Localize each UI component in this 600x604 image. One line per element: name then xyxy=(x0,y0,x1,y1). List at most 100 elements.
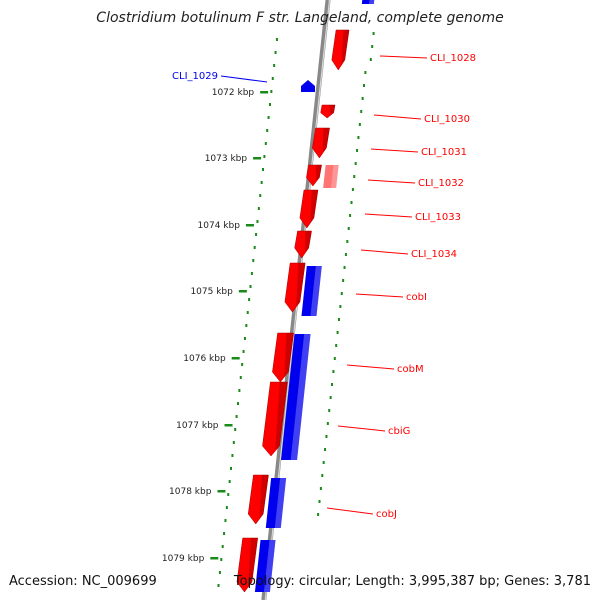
gene-label-text[interactable]: CLI_1031 xyxy=(421,147,467,158)
gene-label-text[interactable]: CLI_1028 xyxy=(430,53,476,64)
gene-label-text[interactable]: cobI xyxy=(406,292,427,303)
gene-cobM-a[interactable] xyxy=(272,332,294,383)
ruler-tick-mark xyxy=(260,91,269,94)
outer-dot xyxy=(328,409,331,412)
gene-label-cobi[interactable]: cobI xyxy=(355,292,427,303)
outer-dot xyxy=(353,175,356,178)
outer-dot xyxy=(337,318,340,321)
ruler-dot xyxy=(217,584,220,587)
ruler-dot xyxy=(274,51,277,54)
outer-dot xyxy=(351,188,354,191)
ruler-tick: 1077 kbp xyxy=(176,421,233,431)
outer-dot xyxy=(346,240,349,243)
ruler-dot xyxy=(245,324,248,327)
outer-dot xyxy=(356,149,359,152)
ruler-dot xyxy=(262,168,265,171)
ruler-tick-label: 1079 kbp xyxy=(162,554,205,564)
ruler-dot xyxy=(223,532,226,535)
ruler: 1072 kbp 1073 kbp 1074 kbp 1075 kbp 1076 kbp… xyxy=(162,88,269,564)
ruler-dot xyxy=(263,155,266,158)
outer-dot xyxy=(319,487,322,490)
gene-label-text[interactable]: CLI_1029 xyxy=(172,71,218,82)
gene-cli-1029[interactable] xyxy=(301,80,315,92)
gene-label-text[interactable]: cobM xyxy=(397,364,424,375)
gene-label-cli-1033[interactable]: CLI_1033 xyxy=(364,212,461,223)
ruler-dot xyxy=(267,116,270,119)
gene-cli-1033[interactable] xyxy=(299,189,319,229)
gene-label-cobm[interactable]: cobM xyxy=(346,364,424,375)
ruler-dot xyxy=(227,493,230,496)
gene-label-text[interactable]: CLI_1030 xyxy=(424,114,470,125)
outer-dot xyxy=(317,513,320,516)
ruler-dot xyxy=(221,545,224,548)
gene-label-text[interactable]: CLI_1032 xyxy=(418,178,464,189)
gene-cli-1032-outer[interactable] xyxy=(323,165,339,188)
ruler-tick-label: 1077 kbp xyxy=(176,421,219,431)
gene-cli-1034[interactable] xyxy=(294,230,312,259)
gene-label-cbig[interactable]: cbiG xyxy=(337,425,410,437)
ruler-dot xyxy=(256,220,259,223)
outer-dot xyxy=(372,32,375,35)
gene-label-text[interactable]: cbiG xyxy=(388,426,410,437)
ruler-dot xyxy=(264,142,267,145)
ruler-tick-label: 1076 kbp xyxy=(183,354,226,364)
outer-dot xyxy=(322,461,325,464)
gene-cli-1030[interactable] xyxy=(320,104,336,119)
gene-next-a[interactable] xyxy=(236,537,258,593)
gene-cbiG[interactable] xyxy=(262,381,288,457)
ruler-dot xyxy=(231,454,234,457)
ruler-tick-mark xyxy=(217,490,226,493)
gene-cobI-pair[interactable] xyxy=(301,266,322,316)
gene-cli-1028[interactable] xyxy=(331,29,350,71)
ruler-tick: 1074 kbp xyxy=(198,221,254,231)
outer-dot xyxy=(350,201,353,204)
ruler-dot xyxy=(248,298,251,301)
ruler-dot xyxy=(259,194,262,197)
outer-dot xyxy=(369,58,372,61)
ruler-tick-label: 1075 kbp xyxy=(190,287,233,297)
outer-dot xyxy=(331,383,334,386)
outer-dot xyxy=(332,370,335,373)
ruler-dot xyxy=(243,337,246,340)
gene-label-cli-1031[interactable]: CLI_1031 xyxy=(370,147,467,158)
ruler-tick-label: 1078 kbp xyxy=(169,487,212,497)
gene-label-cli-1034[interactable]: CLI_1034 xyxy=(360,249,457,260)
gene-cli-1032[interactable] xyxy=(306,164,322,187)
gene-cobI[interactable] xyxy=(284,262,306,313)
gene-labels: CLI_1028 CLI_1029 CLI_1030 CLI_1031 CLI_1032… xyxy=(172,53,476,520)
gene-cobJ-pair[interactable] xyxy=(265,478,287,528)
ruler-tick: 1076 kbp xyxy=(183,354,240,364)
ruler-dot xyxy=(255,233,258,236)
ruler-tick: 1075 kbp xyxy=(190,287,247,297)
gene-cobJ[interactable] xyxy=(247,474,269,525)
gene-label-text[interactable]: CLI_1034 xyxy=(411,249,457,260)
outer-dot xyxy=(344,253,347,256)
gene-label-cli-1032[interactable]: CLI_1032 xyxy=(367,178,464,189)
accession-text: Accession: NC_009699 xyxy=(9,574,157,589)
ruler-tick: 1079 kbp xyxy=(162,554,219,564)
gene-next-b[interactable] xyxy=(254,540,276,592)
gene-label-text[interactable]: CLI_1033 xyxy=(415,212,461,223)
ruler-dot xyxy=(239,376,242,379)
ruler-dot xyxy=(273,64,276,67)
ruler-dot xyxy=(228,480,231,483)
ruler-dot xyxy=(271,77,274,80)
outer-dot xyxy=(329,396,332,399)
gene-top-stub[interactable] xyxy=(361,0,375,4)
outer-dot xyxy=(324,448,327,451)
gene-cobM-pair[interactable] xyxy=(281,334,311,460)
gene-cli-1031[interactable] xyxy=(312,127,330,159)
gene-label-cli-1029[interactable]: CLI_1029 xyxy=(172,71,268,83)
outer-dot xyxy=(333,357,336,360)
outer-dot xyxy=(360,110,363,113)
gene-label-text[interactable]: cobJ xyxy=(376,509,397,520)
gene-label-cobj[interactable]: cobJ xyxy=(326,507,397,520)
ruler-dot xyxy=(225,506,228,509)
gene-label-cli-1028[interactable]: CLI_1028 xyxy=(379,53,476,64)
gene-label-cli-1030[interactable]: CLI_1030 xyxy=(373,114,470,125)
ruler-dot xyxy=(220,558,223,561)
ruler-dot xyxy=(224,519,227,522)
ruler-tick-mark xyxy=(210,557,219,560)
